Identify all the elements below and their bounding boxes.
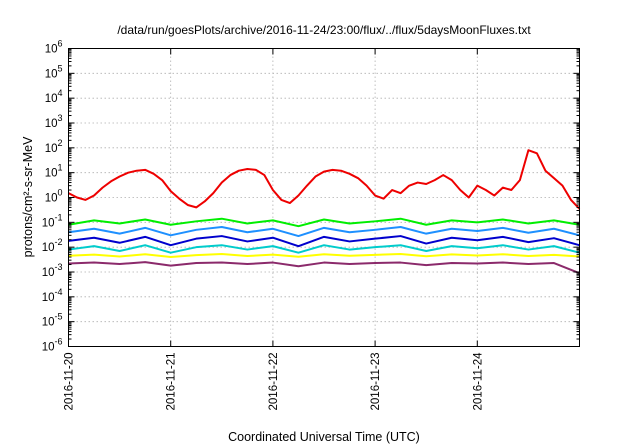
series-line [68,217,580,228]
series-line [68,225,580,238]
y-tick-label: 105 [45,63,63,80]
y-tick-label: 10-4 [42,287,63,304]
y-tick-label: 10-5 [42,312,63,329]
y-tick-label: 10-3 [42,262,63,279]
series-line [68,253,580,259]
y-tick-label: 10-1 [42,212,63,229]
y-axis: 10-6 10-5 10-4 10-3 10-2 10-1 100 101 102 103 104 1… [42,39,580,354]
series-line [68,149,581,210]
x-tick-label: 2016-11-22 [268,353,280,411]
series-line [68,244,580,254]
x-tick-label: 2016-11-20 [64,353,76,411]
y-tick-label: 102 [45,138,63,155]
series-layer [68,149,581,275]
x-tick-label: 2016-11-24 [472,352,484,411]
y-axis-label: protons/cm²-s-sr-MeV [21,136,35,258]
y-tick-label: 100 [45,188,63,205]
chart-title: /data/run/goesPlots/archive/2016-11-24/2… [117,23,531,37]
x-tick-label: 2016-11-21 [166,353,178,411]
y-tick-label: 106 [45,39,63,56]
series-line [68,235,580,248]
x-axis: 2016-11-20 2016-11-21 2016-11-22 2016-11-23… [64,48,484,411]
y-tick-label: 103 [45,113,63,130]
grid-lines [68,48,580,347]
x-tick-label: 2016-11-23 [370,353,382,411]
y-tick-label: 101 [45,163,63,180]
series-line [68,261,580,275]
x-axis-label: Coordinated Universal Time (UTC) [228,430,420,444]
y-tick-label: 10-2 [42,237,63,254]
y-tick-label: 104 [45,88,63,105]
y-tick-label: 10-6 [42,337,63,354]
